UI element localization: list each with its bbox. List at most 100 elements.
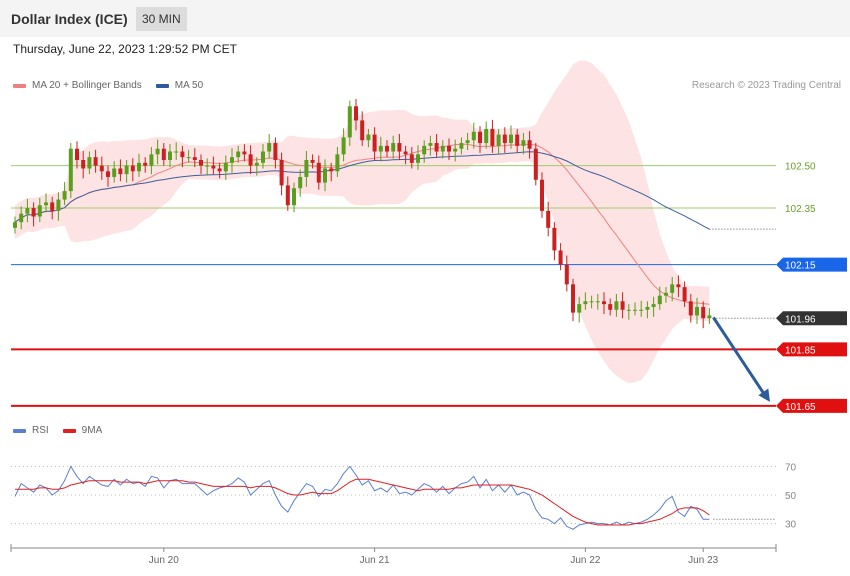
candle-body <box>186 157 191 159</box>
candle-body <box>217 168 222 172</box>
candle-body <box>434 143 439 152</box>
level-label: 102.50 <box>785 162 816 173</box>
candle-body <box>112 168 117 177</box>
candle-body <box>372 134 377 152</box>
candle-body <box>577 304 582 313</box>
candle-body <box>106 171 110 177</box>
candle-body <box>422 145 427 155</box>
candle-body <box>304 160 309 177</box>
candle-body <box>292 188 296 206</box>
candle-body <box>137 162 141 172</box>
candle-body <box>471 131 476 141</box>
candle-body <box>391 143 396 152</box>
candle-body <box>484 128 489 144</box>
candle-body <box>440 145 445 152</box>
candle-body <box>298 176 303 189</box>
rsi-ma-swatch <box>62 428 76 433</box>
legend-item-ma50: MA 50 <box>155 80 204 91</box>
ma50-line <box>14 151 710 230</box>
candle-body <box>31 208 36 217</box>
candle-body <box>285 185 290 206</box>
rsi-line <box>14 465 710 530</box>
candle-body <box>695 306 699 316</box>
candle-body <box>310 160 315 163</box>
legend-item-9ma: 9MA <box>62 425 102 436</box>
candle-body <box>707 315 712 319</box>
interval-button[interactable]: 30 MIN <box>136 7 187 31</box>
candle-body <box>670 284 675 293</box>
rsi-ma-line <box>15 478 710 526</box>
candle-body <box>273 143 278 160</box>
support-price-tag <box>776 342 847 357</box>
candle-body <box>130 165 135 172</box>
candle-body <box>174 151 179 153</box>
candle-body <box>614 301 619 310</box>
candle-body <box>44 202 48 206</box>
candle-body <box>459 143 464 149</box>
legend-label: RSI <box>32 425 49 436</box>
candle-body <box>428 143 433 146</box>
chart-title: Dollar Index (ICE) <box>11 11 128 27</box>
rsi-tick-label: 70 <box>785 462 797 473</box>
candle-body <box>335 154 340 172</box>
candle-body <box>205 165 210 167</box>
candle-body <box>385 145 389 152</box>
level-label: 102.15 <box>785 261 816 272</box>
candle-body <box>478 131 482 144</box>
candle-body <box>595 301 600 303</box>
rsi-tick-label: 50 <box>785 491 797 502</box>
candle-body <box>50 202 55 211</box>
candle-body <box>143 162 148 166</box>
candle-body <box>496 134 501 146</box>
chart-datetime: Thursday, June 22, 2023 1:29:52 PM CET <box>13 42 237 56</box>
candle-body <box>81 160 86 169</box>
candle-body <box>68 148 73 192</box>
candle-body <box>99 165 104 172</box>
candle-body <box>571 284 575 313</box>
bollinger-band <box>15 60 710 384</box>
candle-body <box>558 250 563 265</box>
candle-body <box>626 309 631 311</box>
candle-body <box>490 128 495 146</box>
candle-body <box>87 157 92 169</box>
candle-body <box>149 154 154 166</box>
candle-body <box>230 157 234 163</box>
ma20-swatch <box>13 83 26 88</box>
candle-body <box>416 154 420 163</box>
candle-body <box>583 301 588 305</box>
level-label: 101.96 <box>785 314 816 325</box>
level-label: 101.65 <box>785 402 816 413</box>
candle-body <box>608 304 613 310</box>
candle-body <box>56 199 61 211</box>
candle-body <box>19 213 24 223</box>
candle-body <box>341 137 346 155</box>
header-bar: Dollar Index (ICE) 30 MIN <box>0 0 850 37</box>
candles <box>13 98 712 329</box>
candle-body <box>192 157 197 160</box>
candle-body <box>354 106 358 121</box>
candle-body <box>360 120 365 141</box>
candle-body <box>639 309 644 311</box>
current-price-tag <box>776 311 847 326</box>
candle-body <box>515 134 520 146</box>
candle-body <box>676 284 681 288</box>
candle-body <box>248 154 253 166</box>
legend-item-rsi: RSI <box>13 425 49 436</box>
candle-body <box>645 306 650 310</box>
candle-body <box>409 154 414 163</box>
candle-body <box>316 162 321 183</box>
legend-label: MA 50 <box>174 80 204 91</box>
candle-body <box>13 222 17 228</box>
candle-body <box>62 191 67 200</box>
candle-body <box>521 140 526 146</box>
candle-body <box>242 151 247 155</box>
candle-body <box>633 309 637 311</box>
candle-body <box>124 165 129 175</box>
candle-body <box>378 145 383 152</box>
resistance-price-tag <box>776 257 847 272</box>
candle-body <box>533 148 538 180</box>
candle-body <box>651 304 656 307</box>
x-tick-label: Jun 20 <box>149 555 179 566</box>
candle-body <box>37 205 42 217</box>
